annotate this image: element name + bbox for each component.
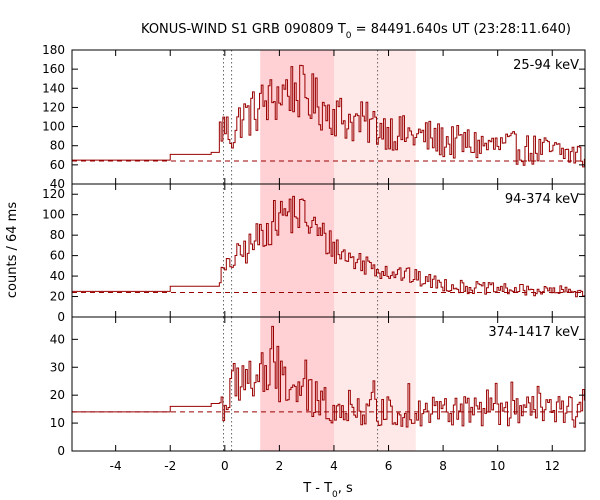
y-tick-label: 0	[57, 444, 65, 458]
x-tick-label: 12	[545, 459, 560, 473]
title-main: KONUS-WIND S1 GRB 090809 T	[141, 22, 346, 37]
x-tick-label: 2	[276, 459, 284, 473]
y-tick-label: 120	[42, 100, 65, 114]
xlabel-main: T - T	[302, 481, 332, 496]
title-rest: = 84491.640s UT (23:28:11.640)	[352, 22, 571, 37]
light-curve	[72, 325, 585, 428]
chart-title: KONUS-WIND S1 GRB 090809 T0 = 84491.640s…	[141, 22, 571, 41]
x-axis-label: T - T0, s	[302, 481, 353, 500]
y-tick-label: 0	[57, 310, 65, 324]
panel-3: 0 10 20 30 40 374-1417 keV	[50, 316, 586, 458]
panel-frame	[71, 316, 586, 452]
y-tick-label: 140	[42, 81, 65, 95]
y-tick-label: 20	[50, 388, 65, 402]
y-tick-label: 160	[42, 62, 65, 76]
y-tick-label: 60	[50, 158, 65, 172]
light-curve	[72, 64, 585, 168]
y-tick-label: 120	[42, 187, 65, 201]
x-tick-label: -4	[110, 459, 122, 473]
y-tick-label: 100	[42, 208, 65, 222]
x-tick-label: 6	[385, 459, 393, 473]
x-tick-label: -2	[164, 459, 176, 473]
xlabel-sub: 0	[332, 490, 338, 500]
energy-band-label: 25-94 keV	[513, 58, 579, 73]
panel-2: 0 20 40 60 80 100 120 94-374 keV	[42, 183, 586, 324]
y-tick-label: 10	[50, 416, 65, 430]
light-curve	[72, 195, 585, 298]
y-tick-label: 40	[50, 332, 65, 346]
y-tick-label: 100	[42, 120, 65, 134]
x-tick-label: 0	[221, 459, 229, 473]
xlabel-rest: , s	[338, 481, 353, 496]
y-tick-label: 80	[50, 228, 65, 242]
panel-1: 40 60 80 100 120 140 160 180 25-94 keV	[42, 43, 586, 191]
y-axis-label: counts / 64 ms	[5, 202, 20, 298]
shaded-interval-2	[260, 184, 334, 317]
y-tick-label: 180	[42, 43, 65, 57]
y-tick-label: 80	[50, 139, 65, 153]
y-tick-label: 60	[50, 249, 65, 263]
title-sub: 0	[346, 31, 352, 41]
energy-band-label: 374-1417 keV	[488, 325, 579, 340]
x-tick-label: 10	[490, 459, 505, 473]
y-tick-label: 30	[50, 360, 65, 374]
shaded-interval-2	[260, 50, 334, 184]
shaded-interval-2	[260, 317, 334, 451]
y-tick-label: 40	[50, 177, 65, 191]
x-tick-label: 8	[439, 459, 447, 473]
y-tick-label: 40	[50, 269, 65, 283]
y-tick-label: 20	[50, 290, 65, 304]
energy-band-label: 94-374 keV	[505, 192, 579, 207]
x-tick-label: 4	[330, 459, 338, 473]
